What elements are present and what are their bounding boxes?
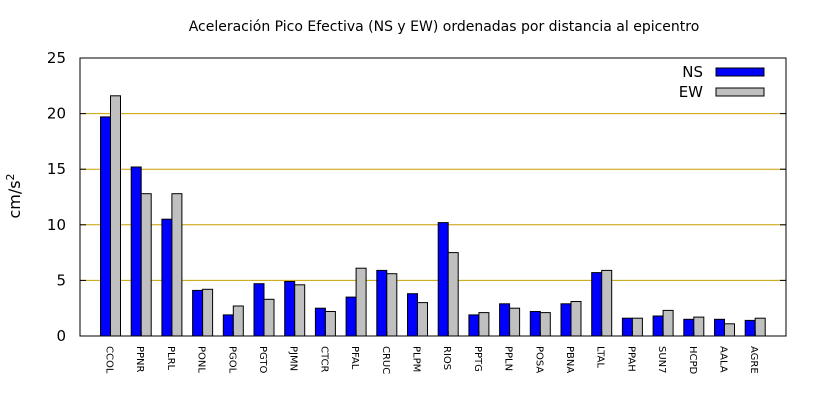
bar-ew-aala	[724, 323, 735, 337]
x-category-label: PGTO	[257, 346, 268, 374]
bar-ew-pptg	[478, 312, 490, 337]
bar-ew-ppah	[631, 317, 643, 337]
x-category-label: PPNR	[134, 346, 145, 373]
bar-ew-agre	[754, 317, 766, 337]
y-tick-label: 0	[56, 327, 66, 345]
bar-ew-hcpd	[693, 316, 705, 337]
x-category-label: LTAL	[595, 346, 606, 368]
x-category-label: AALA	[718, 346, 729, 373]
y-tick-label: 10	[47, 216, 66, 234]
legend-label-ns: NS	[682, 63, 703, 81]
bar-ns-cruc	[376, 269, 388, 337]
x-category-label: PJMN	[288, 346, 299, 371]
x-category-label: PBNA	[564, 346, 575, 373]
x-category-label: PPAH	[625, 346, 636, 372]
x-category-label: PLPM	[411, 346, 422, 372]
y-tick-label: 20	[47, 105, 66, 123]
x-category-label: PPLN	[503, 346, 514, 371]
bar-ew-pgto	[263, 298, 275, 337]
legend-swatch-ew	[715, 87, 765, 97]
bar-ew-plpm	[417, 302, 428, 337]
bars	[100, 95, 766, 337]
x-category-labels: CCOL PPNR PLRL PONL PGOL PGTO PJMN CTCR PFAL CRUC…	[104, 331, 759, 375]
bar-ns-ltal	[591, 272, 603, 337]
bar-ns-ponl	[192, 289, 204, 337]
x-category-label: CTCR	[318, 346, 329, 372]
bar-ew-ponl	[202, 288, 214, 337]
x-category-label: SUN7	[656, 346, 667, 374]
bar-ns-pbna	[560, 303, 572, 337]
bar-ns-pfal	[345, 296, 357, 337]
y-ticks: 0 5 10 15 20 25	[47, 49, 786, 345]
bar-ns-ccol	[100, 116, 111, 337]
bar-ns-plrl	[161, 218, 173, 337]
bar-ns-pgol	[222, 314, 234, 337]
x-category-label: HCPD	[687, 346, 698, 375]
x-category-label: RIOS	[441, 346, 452, 370]
bar-ns-posa	[529, 311, 541, 337]
x-category-label: PGOL	[226, 346, 237, 374]
y-axis-label-unit: cm/s	[5, 180, 24, 218]
bar-ew-plrl	[171, 193, 183, 337]
bar-ew-pgol	[232, 305, 244, 337]
bar-ew-ltal	[601, 269, 613, 337]
y-tick-label: 25	[47, 49, 66, 67]
gridlines	[80, 113, 786, 281]
bar-ns-ctcr	[314, 307, 326, 337]
bar-ew-ppnr	[140, 193, 152, 337]
bar-ew-pjmn	[294, 284, 306, 337]
x-category-label: CCOL	[104, 346, 115, 374]
bar-ns-pjmn	[284, 281, 296, 337]
bar-ew-ppln	[509, 307, 521, 337]
bar-ew-ctcr	[324, 311, 336, 337]
legend-swatch-ns	[715, 67, 765, 77]
chart-title: Aceleración Pico Efectiva (NS y EW) orde…	[189, 19, 700, 35]
bar-ns-sun7	[652, 315, 664, 337]
x-category-label: PPTG	[472, 346, 483, 372]
x-category-label: PONL	[196, 346, 207, 373]
plot-frame	[79, 57, 787, 337]
x-category-label: POSA	[533, 346, 544, 373]
bar-ew-ccol	[110, 95, 121, 337]
y-axis-label-exponent: 2	[4, 173, 17, 180]
bar-ns-pptg	[468, 314, 480, 337]
bar-ns-aala	[714, 318, 725, 337]
x-category-label: PLRL	[165, 346, 176, 371]
y-tick-label: 5	[56, 271, 66, 289]
bar-ew-pbna	[570, 301, 582, 337]
bar-ew-cruc	[386, 273, 398, 337]
bar-ns-hcpd	[683, 318, 695, 337]
bar-ns-rios	[437, 222, 449, 337]
bar-ns-ppah	[621, 317, 633, 337]
x-category-label: PFAL	[349, 346, 360, 370]
bar-ew-pfal	[355, 267, 367, 337]
x-category-label: AGRE	[748, 346, 759, 374]
y-axis-label: cm/s2	[4, 173, 24, 218]
legend-label-ew: EW	[679, 83, 703, 101]
bar-ns-pgto	[253, 283, 265, 337]
bar-ns-agre	[744, 319, 756, 337]
bar-ew-sun7	[662, 309, 674, 337]
bar-ns-ppln	[499, 303, 511, 337]
bar-ew-posa	[539, 312, 551, 337]
bar-ns-ppnr	[130, 166, 142, 337]
legend: NS EW	[679, 63, 765, 101]
bar-ew-rios	[447, 252, 459, 337]
y-tick-label: 15	[47, 160, 66, 178]
x-category-label: CRUC	[380, 346, 391, 374]
bar-ns-plpm	[407, 293, 418, 337]
